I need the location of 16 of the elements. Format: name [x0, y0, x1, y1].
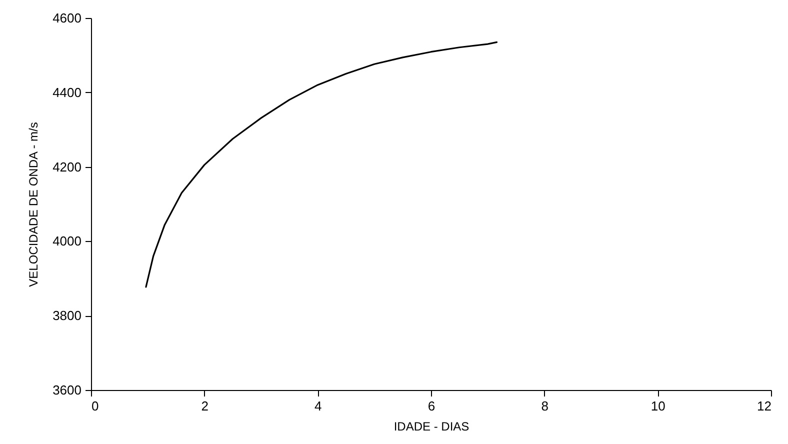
x-tick-label: 10 [650, 398, 666, 414]
y-tick-label: 4200 [52, 159, 82, 174]
line-series [145, 41, 498, 288]
x-tick-label: 2 [201, 398, 208, 414]
y-tick-label: 3600 [52, 382, 82, 398]
y-axis-title: VELOCIDADE DE ONDA - m/s [26, 122, 41, 287]
y-tick-label: 4000 [52, 234, 82, 249]
y-tick-label: 3800 [52, 308, 82, 324]
y-tick-label: 4400 [52, 84, 82, 100]
x-axis-title: IDADE - DIAS [394, 420, 470, 434]
x-tick-label: 4 [314, 398, 322, 414]
x-tick-label: 0 [92, 398, 99, 414]
x-tick-label: 8 [541, 398, 548, 414]
x-tick-label: 12 [757, 398, 772, 414]
y-tick-label: 4600 [52, 10, 82, 26]
x-tick-label: 6 [428, 398, 436, 414]
